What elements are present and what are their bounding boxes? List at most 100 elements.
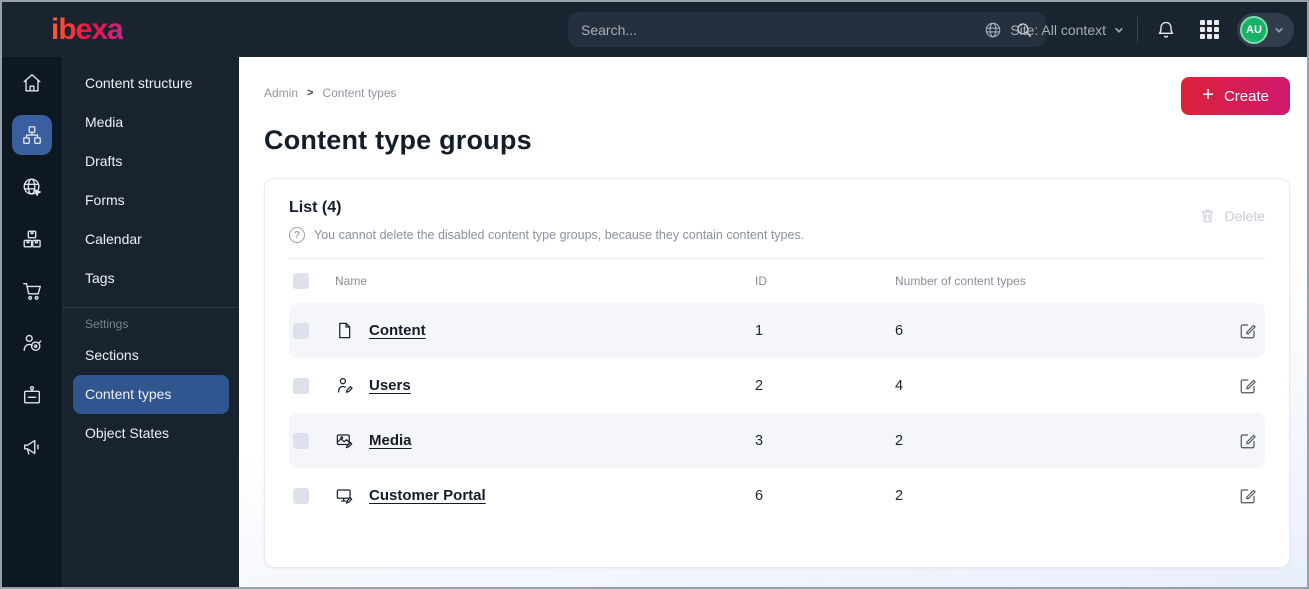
info-row: ? You cannot delete the disabled content… [289,227,804,243]
site-globe-icon [23,178,41,196]
sidebar-item-drafts[interactable]: Drafts [85,153,123,169]
sidebar-item-object-states[interactable]: Object States [85,425,170,441]
column-name: Name [335,274,368,288]
chevron-down-icon [1115,27,1123,33]
delete-button-label: Delete [1224,207,1265,224]
search-input[interactable] [581,21,1015,38]
create-button-label: Create [1223,87,1269,105]
breadcrumb-content-types: Content types [322,86,397,100]
content-type-groups-table: Name ID Number of content types Content [289,258,1265,523]
main-content: Admin > Content types + Create Content t… [239,57,1307,587]
column-count: Number of content types [895,274,1026,288]
sidebar-item-calendar[interactable]: Calendar [85,231,142,247]
megaphone-icon [23,439,39,455]
edit-icon [1240,488,1256,503]
notifications-button[interactable] [1151,15,1181,45]
sidebar-item-content-structure[interactable]: Content structure [85,75,193,91]
grid-icon [1199,20,1219,39]
group-id: 3 [755,432,764,449]
edit-button[interactable] [1239,487,1257,505]
icon-rail [2,57,62,587]
sidebar-divider [63,307,239,308]
breadcrumb: Admin > Content types [264,77,397,100]
rail-item-site[interactable] [12,167,52,207]
rail-item-customers[interactable] [12,323,52,363]
breadcrumb-separator: > [307,87,314,99]
table-row-media: Media 3 2 [289,413,1265,468]
edit-icon [1240,433,1256,448]
trash-icon [1201,209,1213,223]
group-count: 2 [895,432,904,449]
site-context-label: Site: All context [1010,21,1106,38]
image-edit-icon [335,431,354,450]
search-icon [1017,22,1032,37]
create-button[interactable]: + Create [1181,77,1290,115]
group-id: 2 [755,377,764,394]
sidebar-item-forms[interactable]: Forms [85,192,125,208]
body: Content structure Media Drafts Forms Cal… [2,57,1307,587]
group-link[interactable]: Customer Portal [369,487,486,504]
row-checkbox[interactable] [293,487,309,504]
edit-button[interactable] [1239,322,1257,340]
group-link[interactable]: Users [369,377,411,394]
group-count: 4 [895,377,904,394]
group-id: 6 [755,487,764,504]
row-checkbox[interactable] [293,377,309,394]
breadcrumb-admin[interactable]: Admin [264,86,299,100]
rail-item-content[interactable] [12,115,52,155]
info-text: You cannot delete the disabled content t… [314,228,805,242]
plus-icon: + [1202,84,1214,106]
list-title: List (4) [289,199,342,216]
page-title: Content type groups [264,125,532,155]
edit-button[interactable] [1239,377,1257,395]
edit-button[interactable] [1239,432,1257,450]
content-structure-icon [23,126,41,144]
delete-button[interactable]: Delete [1199,207,1265,224]
group-link[interactable]: Content [369,322,426,339]
rail-item-marketing[interactable] [12,427,52,467]
table-row-customer-portal: Customer Portal 6 2 [289,468,1265,523]
sidebar-menu: Content structure Media Drafts Forms Cal… [62,57,239,587]
table-row-users: Users 2 4 [289,358,1265,413]
site-context-selector[interactable]: Site: All context [984,21,1124,39]
rail-item-corporate[interactable] [12,375,52,415]
topbar: ibexa Site: All context [2,2,1307,57]
column-id: ID [755,274,767,288]
select-all-checkbox[interactable] [293,273,309,289]
sidebar-item-tags[interactable]: Tags [85,270,115,286]
topbar-divider [1137,16,1138,43]
topbar-right-cluster: Site: All context AU [984,2,1294,57]
screen-edit-icon [335,486,354,505]
group-count: 6 [895,322,904,339]
globe-icon [985,22,1001,37]
sidebar-item-content-types[interactable]: Content types [73,375,229,414]
user-menu[interactable]: AU [1237,12,1294,47]
table-row-content: Content 1 6 [289,303,1265,358]
content-type-groups-card: List (4) ? You cannot delete the disable… [264,178,1290,568]
rail-item-commerce[interactable] [12,271,52,311]
sidebar-section-label: Settings [85,317,129,331]
home-icon [23,74,41,92]
ibexa-logo: ibexa [51,13,124,46]
row-checkbox[interactable] [293,432,309,449]
user-edit-icon [335,376,354,395]
sidebar-item-media[interactable]: Media [85,114,124,130]
edit-icon [1240,378,1256,393]
table-header: Name ID Number of content types [289,258,1265,303]
badge-icon [23,385,41,404]
rail-item-home[interactable] [12,63,52,103]
file-icon [335,321,354,340]
rail-item-product-catalog[interactable] [12,219,52,259]
app-switcher-button[interactable] [1194,15,1224,45]
commerce-cart-icon [23,282,41,300]
sidebar-item-sections[interactable]: Sections [85,347,139,363]
product-catalog-icon [23,230,41,248]
row-checkbox[interactable] [293,322,309,339]
customer-target-icon [23,334,42,352]
group-link[interactable]: Media [369,432,412,449]
help-icon: ? [289,227,305,243]
group-id: 1 [755,322,764,339]
avatar: AU [1240,15,1268,44]
chevron-down-icon [1275,27,1283,33]
